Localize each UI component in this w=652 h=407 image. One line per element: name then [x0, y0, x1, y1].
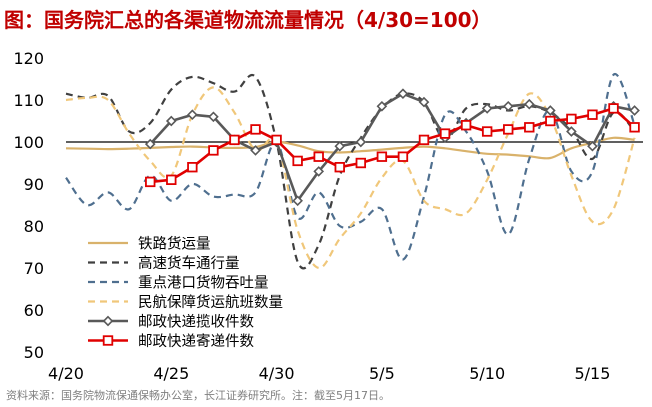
- y-axis: 50 60 70 80 90 100 110 120: [13, 49, 44, 362]
- data-point-diamond: [250, 145, 261, 156]
- data-point-diamond: [165, 115, 177, 127]
- series-line: [65, 73, 636, 261]
- data-point-square: [439, 128, 451, 139]
- data-point-diamond: [334, 140, 346, 152]
- x-tick-label: 4/25: [153, 364, 189, 383]
- data-point-square: [545, 115, 556, 127]
- data-point-diamond: [481, 103, 493, 114]
- legend-item: 邮政快递寄递件数: [88, 332, 254, 350]
- x-tick-label: 4/20: [48, 364, 84, 383]
- x-axis: 4/20 4/25 4/30 5/5 5/10 5/15: [48, 364, 610, 383]
- series-line: [65, 86, 636, 270]
- data-point-square: [460, 120, 472, 131]
- y-tick-label: 90: [24, 175, 44, 194]
- data-point-diamond: [502, 100, 514, 112]
- data-point-square: [292, 155, 303, 167]
- data-point-square: [418, 134, 430, 146]
- data-point-diamond: [292, 195, 303, 207]
- data-point-square: [208, 145, 219, 156]
- x-tick-label: 5/5: [369, 364, 395, 383]
- x-tick-label: 5/10: [469, 364, 505, 383]
- data-point-diamond: [376, 100, 388, 112]
- data-point-diamond: [629, 105, 640, 116]
- data-point-diamond: [313, 166, 325, 177]
- data-point-diamond: [144, 138, 156, 150]
- data-point-square: [229, 134, 240, 146]
- y-tick-label: 110: [13, 91, 44, 110]
- data-point-diamond: [566, 126, 577, 137]
- data-point-square: [145, 176, 156, 188]
- y-tick-label: 100: [13, 133, 44, 152]
- data-point-diamond: [545, 105, 556, 116]
- y-tick-label: 70: [24, 259, 44, 278]
- legend-label: 铁路货运量: [138, 236, 211, 253]
- data-point-square: [250, 124, 261, 135]
- series-1: [65, 136, 635, 160]
- data-point-square: [376, 151, 388, 162]
- data-point-diamond: [397, 88, 409, 100]
- legend: 铁路货运量高速货车通行量重点港口货物吞吐量民航保障货运航班数量邮政快递揽收件数邮…: [88, 236, 283, 350]
- series-4: [65, 86, 636, 270]
- data-point-diamond: [587, 140, 598, 152]
- data-point-square: [355, 157, 367, 169]
- y-tick-label: 60: [24, 301, 44, 320]
- data-point-square: [166, 174, 177, 186]
- legend-label: 邮政快递寄递件数: [138, 332, 254, 350]
- data-point-square: [481, 126, 493, 137]
- legend-label: 重点港口货物吞吐量: [138, 275, 269, 292]
- legend-marker-diamond: [102, 315, 114, 327]
- y-tick-label: 80: [24, 217, 44, 236]
- legend-item: 重点港口货物吞吐量: [88, 275, 269, 292]
- legend-label: 邮政快递揽收件数: [138, 314, 254, 331]
- data-point-square: [397, 151, 409, 162]
- series-line: [65, 136, 635, 160]
- series-6: [145, 103, 640, 188]
- data-point-square: [271, 134, 282, 146]
- y-tick-label: 50: [24, 343, 44, 362]
- data-point-diamond: [418, 96, 430, 108]
- data-point-square: [313, 151, 324, 162]
- legend-item: 高速货车通行量: [88, 255, 240, 272]
- legend-item: 民航保障货运航班数量: [88, 293, 283, 311]
- data-point-square: [187, 161, 198, 173]
- x-tick-label: 5/15: [574, 364, 610, 383]
- data-point-square: [629, 122, 640, 133]
- legend-item: 铁路货运量: [88, 236, 211, 253]
- data-point-square: [566, 113, 577, 125]
- y-tick-label: 120: [13, 49, 44, 68]
- data-point-diamond: [187, 109, 198, 121]
- chart-source-note: 资料来源：国务院物流保通保畅办公室，长江证券研究所。注：截至5月17日。: [6, 389, 390, 402]
- data-point-square: [608, 103, 619, 114]
- data-point-square: [524, 122, 535, 133]
- series-3: [65, 73, 636, 261]
- data-point-diamond: [355, 136, 367, 148]
- x-tick-label: 4/30: [259, 364, 295, 383]
- data-point-diamond: [523, 98, 535, 110]
- data-point-square: [503, 124, 514, 135]
- data-point-diamond: [208, 111, 219, 123]
- legend-label: 民航保障货运航班数量: [138, 293, 283, 311]
- legend-label: 高速货车通行量: [138, 255, 240, 272]
- data-point-square: [587, 109, 598, 120]
- data-point-square: [334, 161, 345, 173]
- legend-item: 邮政快递揽收件数: [88, 314, 254, 331]
- legend-marker-square: [102, 335, 114, 346]
- chart-title: 图：国务院汇总的各渠道物流流量情况（4/30=100）: [4, 8, 492, 32]
- series-layer: [65, 73, 640, 270]
